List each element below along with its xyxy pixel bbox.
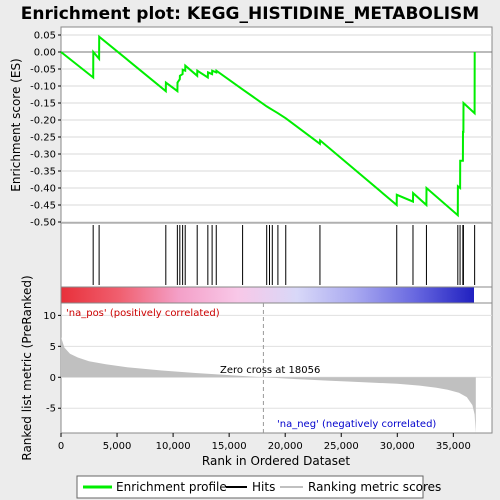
es-tick-label: -0.40 [30,184,56,195]
positive-label: 'na_pos' (positively correlated) [66,308,220,319]
es-tick-label: 0.05 [34,31,56,42]
x-tick-label: 35,000 [436,441,471,452]
es-tick-label: -0.35 [30,167,56,178]
es-tick-label: -0.50 [30,218,56,229]
legend-box [76,475,424,499]
enrichment-panel [60,26,493,224]
es-tick-label: -0.30 [30,150,56,161]
legend-metric-label: Ranking metric scores [308,480,441,494]
x-tick-label: 0 [58,441,64,452]
legend-enrichment-label: Enrichment profile [116,480,227,494]
x-tick-label: 15,000 [212,441,247,452]
x-axis-title: Rank in Ordered Dataset [202,454,350,468]
metric-tick-label: 0 [50,373,56,384]
es-tick-label: -0.10 [30,82,56,93]
es-tick-label: -0.45 [30,201,56,212]
hits-panel [60,222,493,288]
x-tick-label: 10,000 [156,441,191,452]
es-axis-title: Enrichment score (ES) [9,58,23,191]
x-tick-label: 30,000 [380,441,415,452]
es-tick-label: -0.05 [30,65,56,76]
zero-cross-label: Zero cross at 18056 [220,365,320,376]
metric-tick-label: -5 [46,404,56,415]
es-tick-label: 0.00 [34,48,56,59]
chart-title: Enrichment plot: KEGG_HISTIDINE_METABOLI… [21,4,479,24]
es-tick-label: -0.20 [30,116,56,127]
x-tick-label: 20,000 [268,441,303,452]
x-tick-label: 25,000 [324,441,359,452]
metric-tick-label: 5 [50,342,56,353]
metric-tick-label: 10 [43,311,56,322]
es-gridlines [61,34,492,223]
negative-label: 'na_neg' (negatively correlated) [277,419,436,430]
es-tick-label: -0.15 [30,99,56,110]
es-y-ticks: 0.05 0.00 -0.05 -0.10 -0.15 -0.20 -0.25 -0.30 -0… [30,31,61,229]
metric-y-ticks: 10 5 0 -5 [43,311,61,415]
hit-markers [92,225,476,285]
metric-axis-title: Ranked list metric (PreRanked) [20,275,34,460]
x-tick-label: 5,000 [103,441,132,452]
legend-hits-label: Hits [252,480,275,494]
rank-color-bar [61,287,474,303]
es-tick-label: -0.25 [30,133,56,144]
x-axis-ticks: 0 5,000 10,000 15,000 20,000 25,000 30,000 35,0… [58,433,471,452]
enrichment-profile-line [60,34,476,218]
